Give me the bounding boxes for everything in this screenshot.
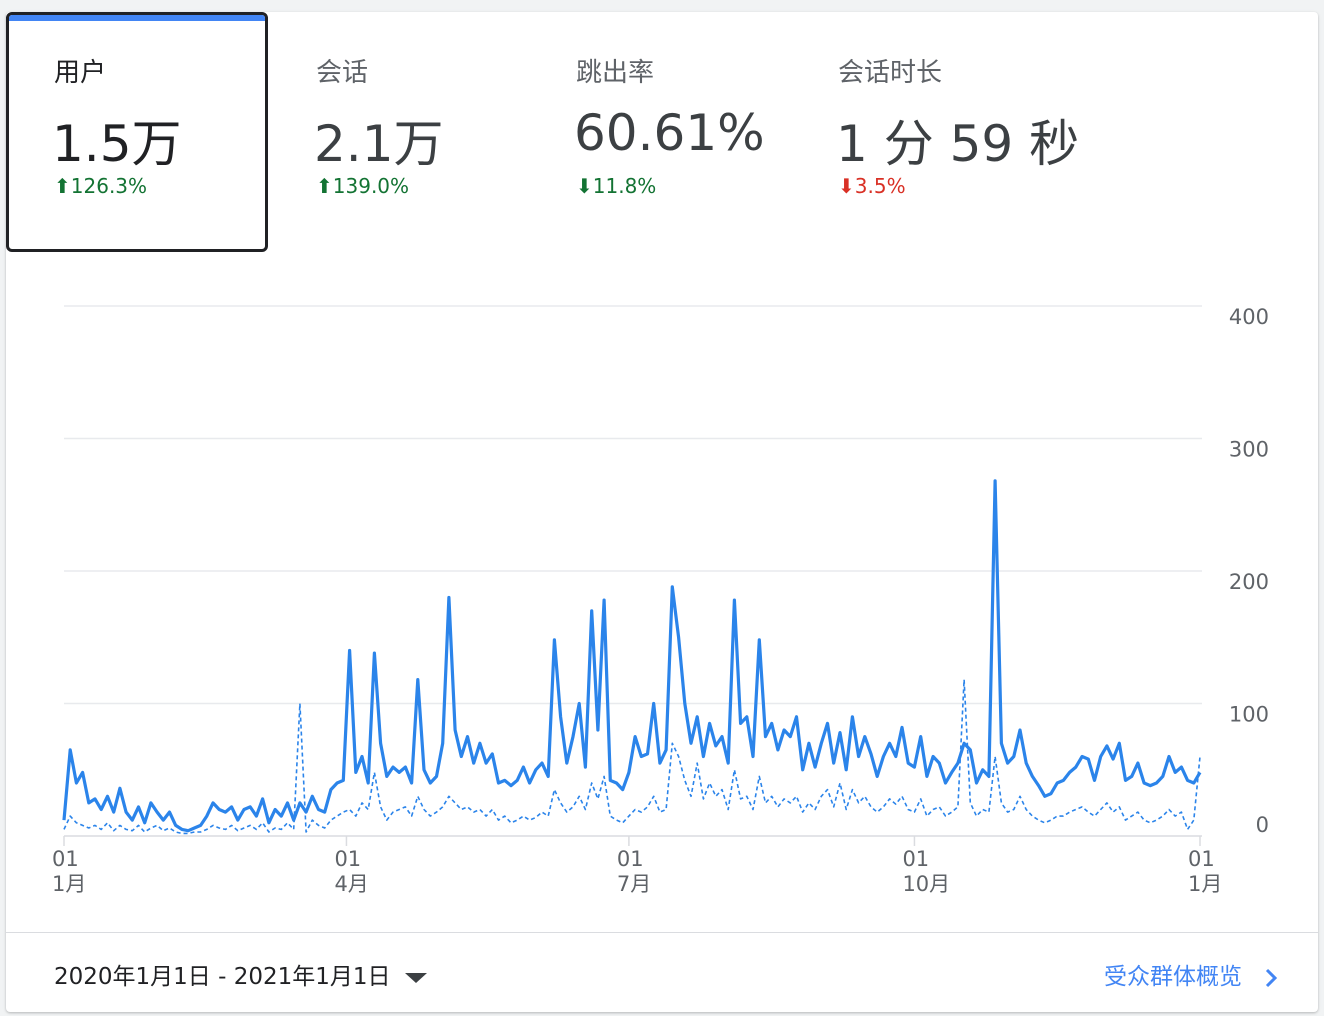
metric-value: 1.5万 xyxy=(52,115,182,173)
metric-tab-users[interactable]: 用户 1.5万 ⬆126.3% xyxy=(6,12,268,252)
x-tick-month-label: 10月 xyxy=(902,872,950,896)
metric-label: 用户 xyxy=(54,58,107,88)
metric-label: 会话 xyxy=(316,58,369,88)
overview-card: 用户 1.5万 ⬆126.3% 会话 2.1万 ⬆139.0% 跳出率 60.6… xyxy=(6,12,1318,1012)
y-tick-label: 200 xyxy=(1229,570,1269,594)
metric-tabs: 用户 1.5万 ⬆126.3% 会话 2.1万 ⬆139.0% 跳出率 60.6… xyxy=(6,12,1318,262)
card-footer: 2020年1月1日 - 2021年1月1日 受众群体概览 xyxy=(6,932,1318,1013)
y-tick-label: 400 xyxy=(1229,305,1269,329)
x-tick-month-label: 1月 xyxy=(52,872,86,896)
metric-label: 跳出率 xyxy=(576,58,655,88)
arrow-down-icon: ⬇ xyxy=(838,174,855,198)
comparison-series-line xyxy=(63,678,1201,835)
metric-tab-sessions[interactable]: 会话 2.1万 ⬆139.0% xyxy=(268,12,530,252)
dropdown-caret-icon xyxy=(404,972,427,983)
y-tick-label: 300 xyxy=(1229,438,1269,462)
y-tick-label: 0 xyxy=(1256,813,1269,837)
audience-overview-link[interactable]: 受众群体概览 xyxy=(1104,957,1278,991)
date-range-picker[interactable]: 2020年1月1日 - 2021年1月1日 xyxy=(54,957,427,991)
selected-indicator xyxy=(9,15,265,21)
metric-change: ⬇3.5% xyxy=(838,174,906,198)
x-tick-month-label: 4月 xyxy=(334,872,368,896)
current-series-line xyxy=(62,479,1202,833)
audience-overview-label: 受众群体概览 xyxy=(1104,964,1242,990)
metric-value: 2.1万 xyxy=(314,115,444,173)
x-tick-month-label: 1月 xyxy=(1188,872,1222,896)
metric-value: 1 分 59 秒 xyxy=(836,115,1080,173)
x-tick-label: 01 xyxy=(334,847,361,871)
arrow-up-icon: ⬆ xyxy=(54,174,71,198)
chevron-right-icon xyxy=(1265,968,1278,987)
x-tick-label: 01 xyxy=(902,847,929,871)
metric-change: ⬆139.0% xyxy=(316,174,410,198)
y-tick-label: 100 xyxy=(1229,703,1269,727)
x-tick-label: 01 xyxy=(617,847,644,871)
arrow-down-icon: ⬇ xyxy=(576,174,593,198)
metric-change: ⬇11.8% xyxy=(576,174,657,198)
metric-tab-bounce-rate[interactable]: 跳出率 60.61% ⬇11.8% xyxy=(528,12,790,252)
x-tick-label: 01 xyxy=(52,847,79,871)
x-tick-month-label: 7月 xyxy=(617,872,651,896)
date-range-label: 2020年1月1日 - 2021年1月1日 xyxy=(54,964,391,990)
users-line-chart: 400 300 200 100 0 01 1月 01 4月 01 7月 01 10月 01 1月 xyxy=(6,282,1318,916)
metric-label: 会话时长 xyxy=(838,58,943,88)
arrow-up-icon: ⬆ xyxy=(316,174,333,198)
metric-tab-session-duration[interactable]: 会话时长 1 分 59 秒 ⬇3.5% xyxy=(790,12,1110,252)
x-tick-label: 01 xyxy=(1188,847,1215,871)
metric-change: ⬆126.3% xyxy=(54,174,148,198)
metric-value: 60.61% xyxy=(574,104,765,162)
